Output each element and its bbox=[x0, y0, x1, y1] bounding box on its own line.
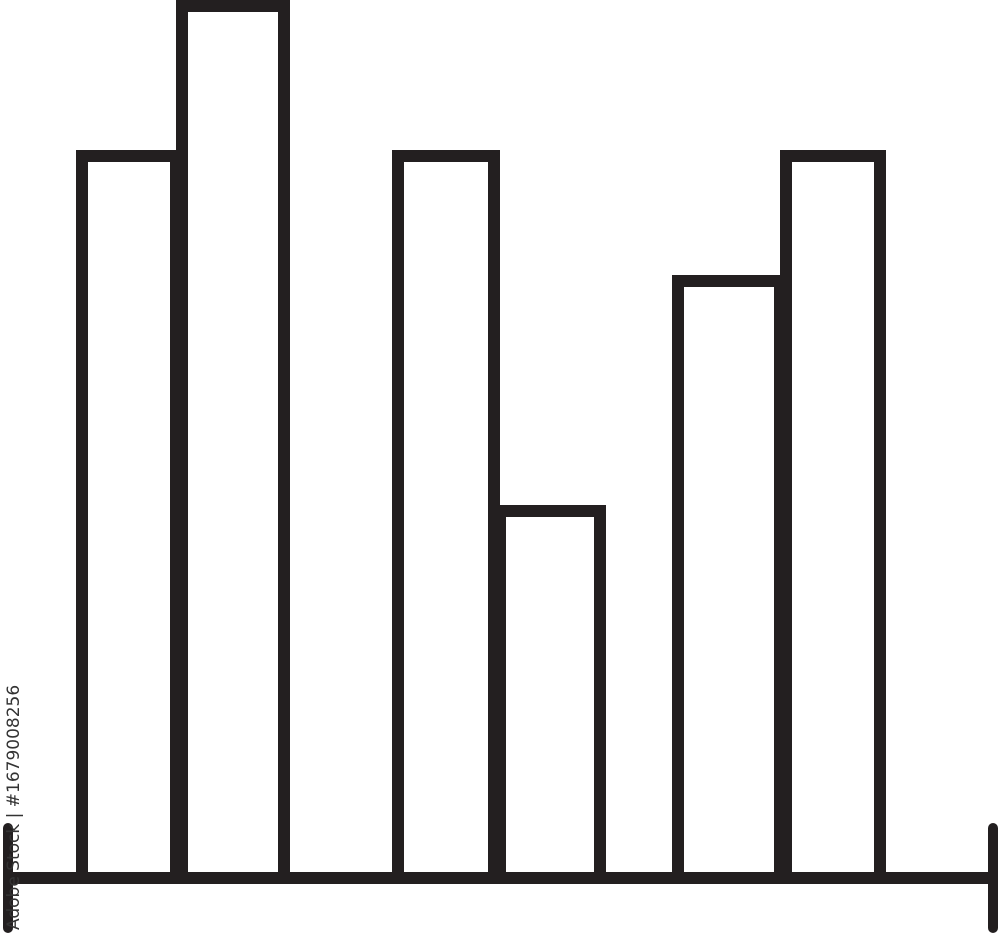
bar-4 bbox=[494, 505, 606, 884]
watermark: Adobe Stock | #1679008256 bbox=[4, 684, 24, 930]
bar-2 bbox=[176, 0, 290, 884]
bar-1 bbox=[76, 150, 182, 884]
bar-6 bbox=[780, 150, 886, 884]
bar-5 bbox=[672, 275, 786, 884]
bar-3 bbox=[392, 150, 500, 884]
